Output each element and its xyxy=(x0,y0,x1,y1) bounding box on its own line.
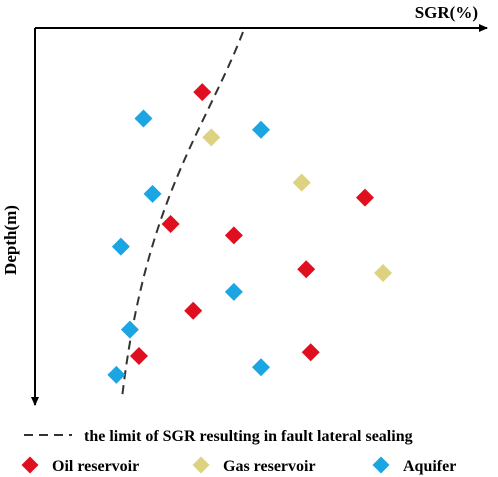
sgr-limit-curve xyxy=(121,31,244,399)
aquifer-point-6 xyxy=(120,320,139,339)
aquifer-point-5 xyxy=(224,282,243,301)
gas-reservoir-point-1 xyxy=(202,128,221,147)
legend-aquifer-label: Aquifer xyxy=(403,458,456,475)
oil-reservoir-point-3 xyxy=(224,226,243,245)
aquifer-point-7 xyxy=(252,358,270,377)
legend-limit-label: the limit of SGR resulting in fault late… xyxy=(84,428,413,445)
aquifer-point-2 xyxy=(252,120,270,139)
oil-reservoir-point-4 xyxy=(355,188,374,207)
aquifer-point-4 xyxy=(111,237,130,256)
oil-reservoir-point-1 xyxy=(193,83,212,102)
aquifer-point-1 xyxy=(134,109,153,128)
y-axis-label: Depth(m) xyxy=(1,205,20,275)
plot-area: SGR(%) Depth(m) xyxy=(1,3,488,406)
oil-reservoir-point-5 xyxy=(297,260,316,279)
oil-reservoir-point-7 xyxy=(301,343,320,362)
oil-reservoir-point-8 xyxy=(129,346,148,365)
gas-reservoir-point-2 xyxy=(292,173,311,192)
legend-gas-marker xyxy=(192,456,210,474)
aquifer-point-3 xyxy=(143,184,162,203)
legend-aquifer-marker xyxy=(372,456,390,474)
legend: the limit of SGR resulting in fault late… xyxy=(21,428,456,475)
oil-reservoir-point-2 xyxy=(161,215,180,234)
data-points xyxy=(107,83,393,384)
oil-reservoir-point-6 xyxy=(184,301,203,320)
legend-oil-marker xyxy=(21,456,39,474)
aquifer-point-8 xyxy=(107,365,126,384)
legend-gas-label: Gas reservoir xyxy=(223,458,316,475)
gas-reservoir-point-3 xyxy=(374,264,393,283)
legend-oil-label: Oil reservoir xyxy=(52,458,139,475)
x-axis-label: SGR(%) xyxy=(415,3,478,22)
